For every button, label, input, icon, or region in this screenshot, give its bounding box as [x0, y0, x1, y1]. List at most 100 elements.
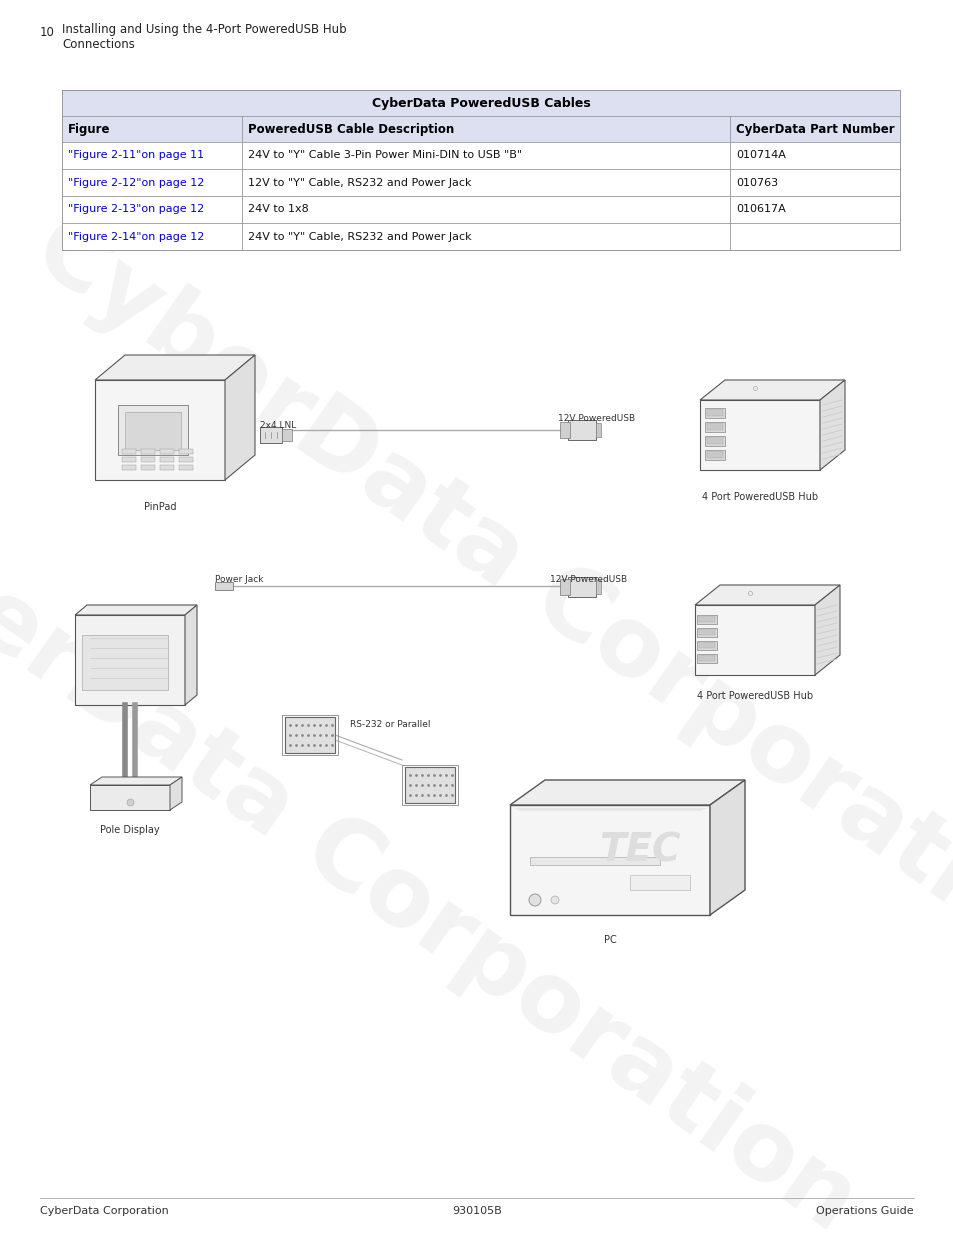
Bar	[82, 635, 168, 690]
Bar	[697, 655, 717, 663]
Polygon shape	[820, 380, 844, 471]
Bar	[160, 457, 173, 462]
Text: 010617A: 010617A	[735, 205, 785, 215]
Bar	[700, 400, 820, 471]
Text: "Figure 2-11"on page 11: "Figure 2-11"on page 11	[68, 151, 204, 161]
Bar	[62, 224, 899, 249]
Bar	[122, 457, 136, 462]
Polygon shape	[510, 781, 744, 805]
Bar	[95, 380, 225, 480]
Text: 010714A: 010714A	[735, 151, 785, 161]
Bar	[160, 450, 173, 454]
Bar	[629, 876, 689, 890]
Bar	[62, 142, 899, 169]
Bar	[559, 579, 569, 595]
Polygon shape	[75, 605, 196, 615]
Bar	[697, 615, 717, 624]
Bar	[706, 451, 722, 458]
Bar	[62, 90, 899, 249]
Text: 12V PoweredUSB: 12V PoweredUSB	[550, 576, 626, 584]
Text: Figure: Figure	[68, 122, 111, 136]
Text: PC: PC	[603, 935, 616, 945]
Bar	[704, 408, 724, 417]
Polygon shape	[90, 777, 182, 785]
Bar	[141, 450, 154, 454]
Text: 12V to "Y" Cable, RS232 and Power Jack: 12V to "Y" Cable, RS232 and Power Jack	[248, 178, 471, 188]
Bar	[699, 629, 714, 635]
Bar	[75, 615, 185, 705]
Bar	[214, 582, 233, 590]
Text: 4 Port PoweredUSB Hub: 4 Port PoweredUSB Hub	[701, 492, 818, 501]
Bar	[706, 437, 722, 445]
Text: PinPad: PinPad	[144, 501, 176, 513]
Text: 930105B: 930105B	[452, 1207, 501, 1216]
Polygon shape	[814, 585, 840, 676]
Polygon shape	[695, 585, 840, 605]
Bar	[596, 580, 600, 594]
Text: CyberData Corporation: CyberData Corporation	[0, 450, 873, 1235]
Bar	[530, 857, 659, 864]
Polygon shape	[709, 781, 744, 915]
Bar	[62, 169, 899, 196]
Bar	[699, 642, 714, 648]
Polygon shape	[95, 354, 254, 380]
Bar	[179, 450, 193, 454]
Text: 10: 10	[40, 26, 55, 40]
Bar	[285, 718, 335, 753]
Text: "Figure 2-14"on page 12: "Figure 2-14"on page 12	[68, 231, 204, 242]
Text: TEC: TEC	[598, 831, 680, 869]
Circle shape	[551, 897, 558, 904]
Text: CyberData PoweredUSB Cables: CyberData PoweredUSB Cables	[372, 96, 590, 110]
Text: 2x4 LNL: 2x4 LNL	[260, 421, 296, 430]
Polygon shape	[170, 777, 182, 810]
Bar	[179, 466, 193, 471]
Bar	[90, 785, 170, 810]
Bar	[260, 427, 282, 443]
Bar	[697, 641, 717, 650]
Bar	[704, 450, 724, 459]
Text: 12V PoweredUSB: 12V PoweredUSB	[558, 414, 635, 424]
Text: Operations Guide: Operations Guide	[816, 1207, 913, 1216]
Bar	[405, 767, 455, 803]
Text: CyberData Corporation: CyberData Corporation	[16, 200, 953, 1000]
Text: Pole Display: Pole Display	[100, 825, 160, 835]
Bar	[567, 420, 596, 440]
Bar	[62, 196, 899, 224]
Text: Connections: Connections	[62, 38, 134, 52]
Text: CyberData Corporation: CyberData Corporation	[40, 1207, 169, 1216]
Bar	[697, 629, 717, 637]
Bar	[699, 655, 714, 661]
Bar	[141, 466, 154, 471]
Bar	[118, 405, 188, 454]
Text: 24V to 1x8: 24V to 1x8	[248, 205, 309, 215]
Circle shape	[529, 894, 540, 906]
Bar	[559, 422, 569, 438]
Text: Power Jack: Power Jack	[214, 576, 263, 584]
Bar	[401, 764, 457, 805]
Bar	[62, 116, 899, 142]
Bar	[160, 466, 173, 471]
Bar	[706, 409, 722, 416]
Bar	[122, 450, 136, 454]
Bar	[510, 805, 709, 915]
Text: CyberData Part Number: CyberData Part Number	[735, 122, 894, 136]
Bar	[125, 412, 181, 450]
Bar	[706, 424, 722, 430]
Text: 4 Port PoweredUSB Hub: 4 Port PoweredUSB Hub	[697, 692, 812, 701]
Bar	[704, 422, 724, 432]
Bar	[567, 577, 596, 597]
Bar	[62, 90, 899, 116]
Text: "Figure 2-12"on page 12: "Figure 2-12"on page 12	[68, 178, 204, 188]
Text: PoweredUSB Cable Description: PoweredUSB Cable Description	[248, 122, 454, 136]
Bar	[282, 429, 292, 441]
Polygon shape	[225, 354, 254, 480]
Bar	[704, 436, 724, 446]
Bar	[695, 605, 814, 676]
Text: RS-232 or Parallel: RS-232 or Parallel	[350, 720, 430, 729]
Bar	[282, 715, 337, 755]
Bar	[596, 424, 600, 437]
Polygon shape	[185, 605, 196, 705]
Bar	[179, 457, 193, 462]
Bar	[141, 457, 154, 462]
Text: Installing and Using the 4-Port PoweredUSB Hub: Installing and Using the 4-Port PoweredU…	[62, 23, 346, 37]
